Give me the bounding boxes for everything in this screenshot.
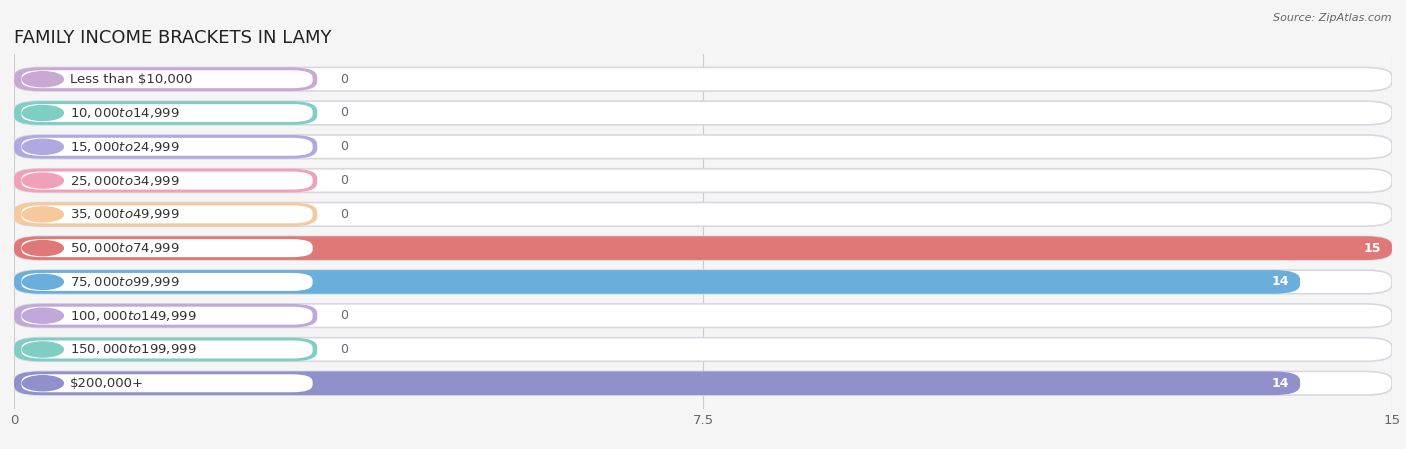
- FancyBboxPatch shape: [14, 169, 1392, 192]
- Circle shape: [22, 274, 63, 290]
- FancyBboxPatch shape: [21, 273, 312, 291]
- Text: 15: 15: [1364, 242, 1381, 255]
- Circle shape: [22, 376, 63, 391]
- Circle shape: [22, 207, 63, 222]
- Text: 14: 14: [1271, 275, 1289, 288]
- Text: $10,000 to $14,999: $10,000 to $14,999: [70, 106, 180, 120]
- FancyBboxPatch shape: [21, 70, 312, 88]
- FancyBboxPatch shape: [21, 205, 312, 223]
- Text: $150,000 to $199,999: $150,000 to $199,999: [70, 343, 197, 357]
- Text: Less than $10,000: Less than $10,000: [70, 73, 193, 86]
- FancyBboxPatch shape: [21, 239, 312, 257]
- FancyBboxPatch shape: [14, 101, 318, 125]
- FancyBboxPatch shape: [14, 371, 1301, 395]
- FancyBboxPatch shape: [14, 236, 1392, 260]
- Circle shape: [22, 106, 63, 120]
- FancyBboxPatch shape: [14, 101, 1392, 125]
- FancyBboxPatch shape: [14, 67, 318, 91]
- Text: $25,000 to $34,999: $25,000 to $34,999: [70, 174, 180, 188]
- FancyBboxPatch shape: [14, 135, 1392, 158]
- Text: 0: 0: [340, 140, 349, 153]
- Circle shape: [22, 241, 63, 255]
- FancyBboxPatch shape: [14, 169, 318, 192]
- Circle shape: [22, 139, 63, 154]
- Circle shape: [22, 72, 63, 87]
- FancyBboxPatch shape: [21, 340, 312, 358]
- Text: $100,000 to $149,999: $100,000 to $149,999: [70, 309, 197, 323]
- FancyBboxPatch shape: [14, 304, 318, 327]
- FancyBboxPatch shape: [21, 307, 312, 325]
- Text: $75,000 to $99,999: $75,000 to $99,999: [70, 275, 180, 289]
- FancyBboxPatch shape: [14, 135, 318, 158]
- Text: $50,000 to $74,999: $50,000 to $74,999: [70, 241, 180, 255]
- Text: 0: 0: [340, 106, 349, 119]
- FancyBboxPatch shape: [14, 371, 1392, 395]
- Circle shape: [22, 308, 63, 323]
- Text: FAMILY INCOME BRACKETS IN LAMY: FAMILY INCOME BRACKETS IN LAMY: [14, 29, 332, 47]
- FancyBboxPatch shape: [21, 172, 312, 189]
- FancyBboxPatch shape: [21, 374, 312, 392]
- FancyBboxPatch shape: [14, 304, 1392, 327]
- FancyBboxPatch shape: [14, 338, 1392, 361]
- FancyBboxPatch shape: [21, 104, 312, 122]
- Text: $200,000+: $200,000+: [70, 377, 143, 390]
- Text: $15,000 to $24,999: $15,000 to $24,999: [70, 140, 180, 154]
- Text: 0: 0: [340, 309, 349, 322]
- Text: Source: ZipAtlas.com: Source: ZipAtlas.com: [1274, 13, 1392, 23]
- FancyBboxPatch shape: [21, 138, 312, 156]
- FancyBboxPatch shape: [14, 270, 1301, 294]
- Text: $35,000 to $49,999: $35,000 to $49,999: [70, 207, 180, 221]
- FancyBboxPatch shape: [14, 202, 1392, 226]
- FancyBboxPatch shape: [14, 338, 318, 361]
- Text: 14: 14: [1271, 377, 1289, 390]
- Text: 0: 0: [340, 208, 349, 221]
- Text: 0: 0: [340, 174, 349, 187]
- Circle shape: [22, 173, 63, 188]
- FancyBboxPatch shape: [14, 236, 1392, 260]
- Circle shape: [22, 342, 63, 357]
- FancyBboxPatch shape: [14, 67, 1392, 91]
- FancyBboxPatch shape: [14, 202, 318, 226]
- FancyBboxPatch shape: [14, 270, 1392, 294]
- Text: 0: 0: [340, 73, 349, 86]
- Text: 0: 0: [340, 343, 349, 356]
